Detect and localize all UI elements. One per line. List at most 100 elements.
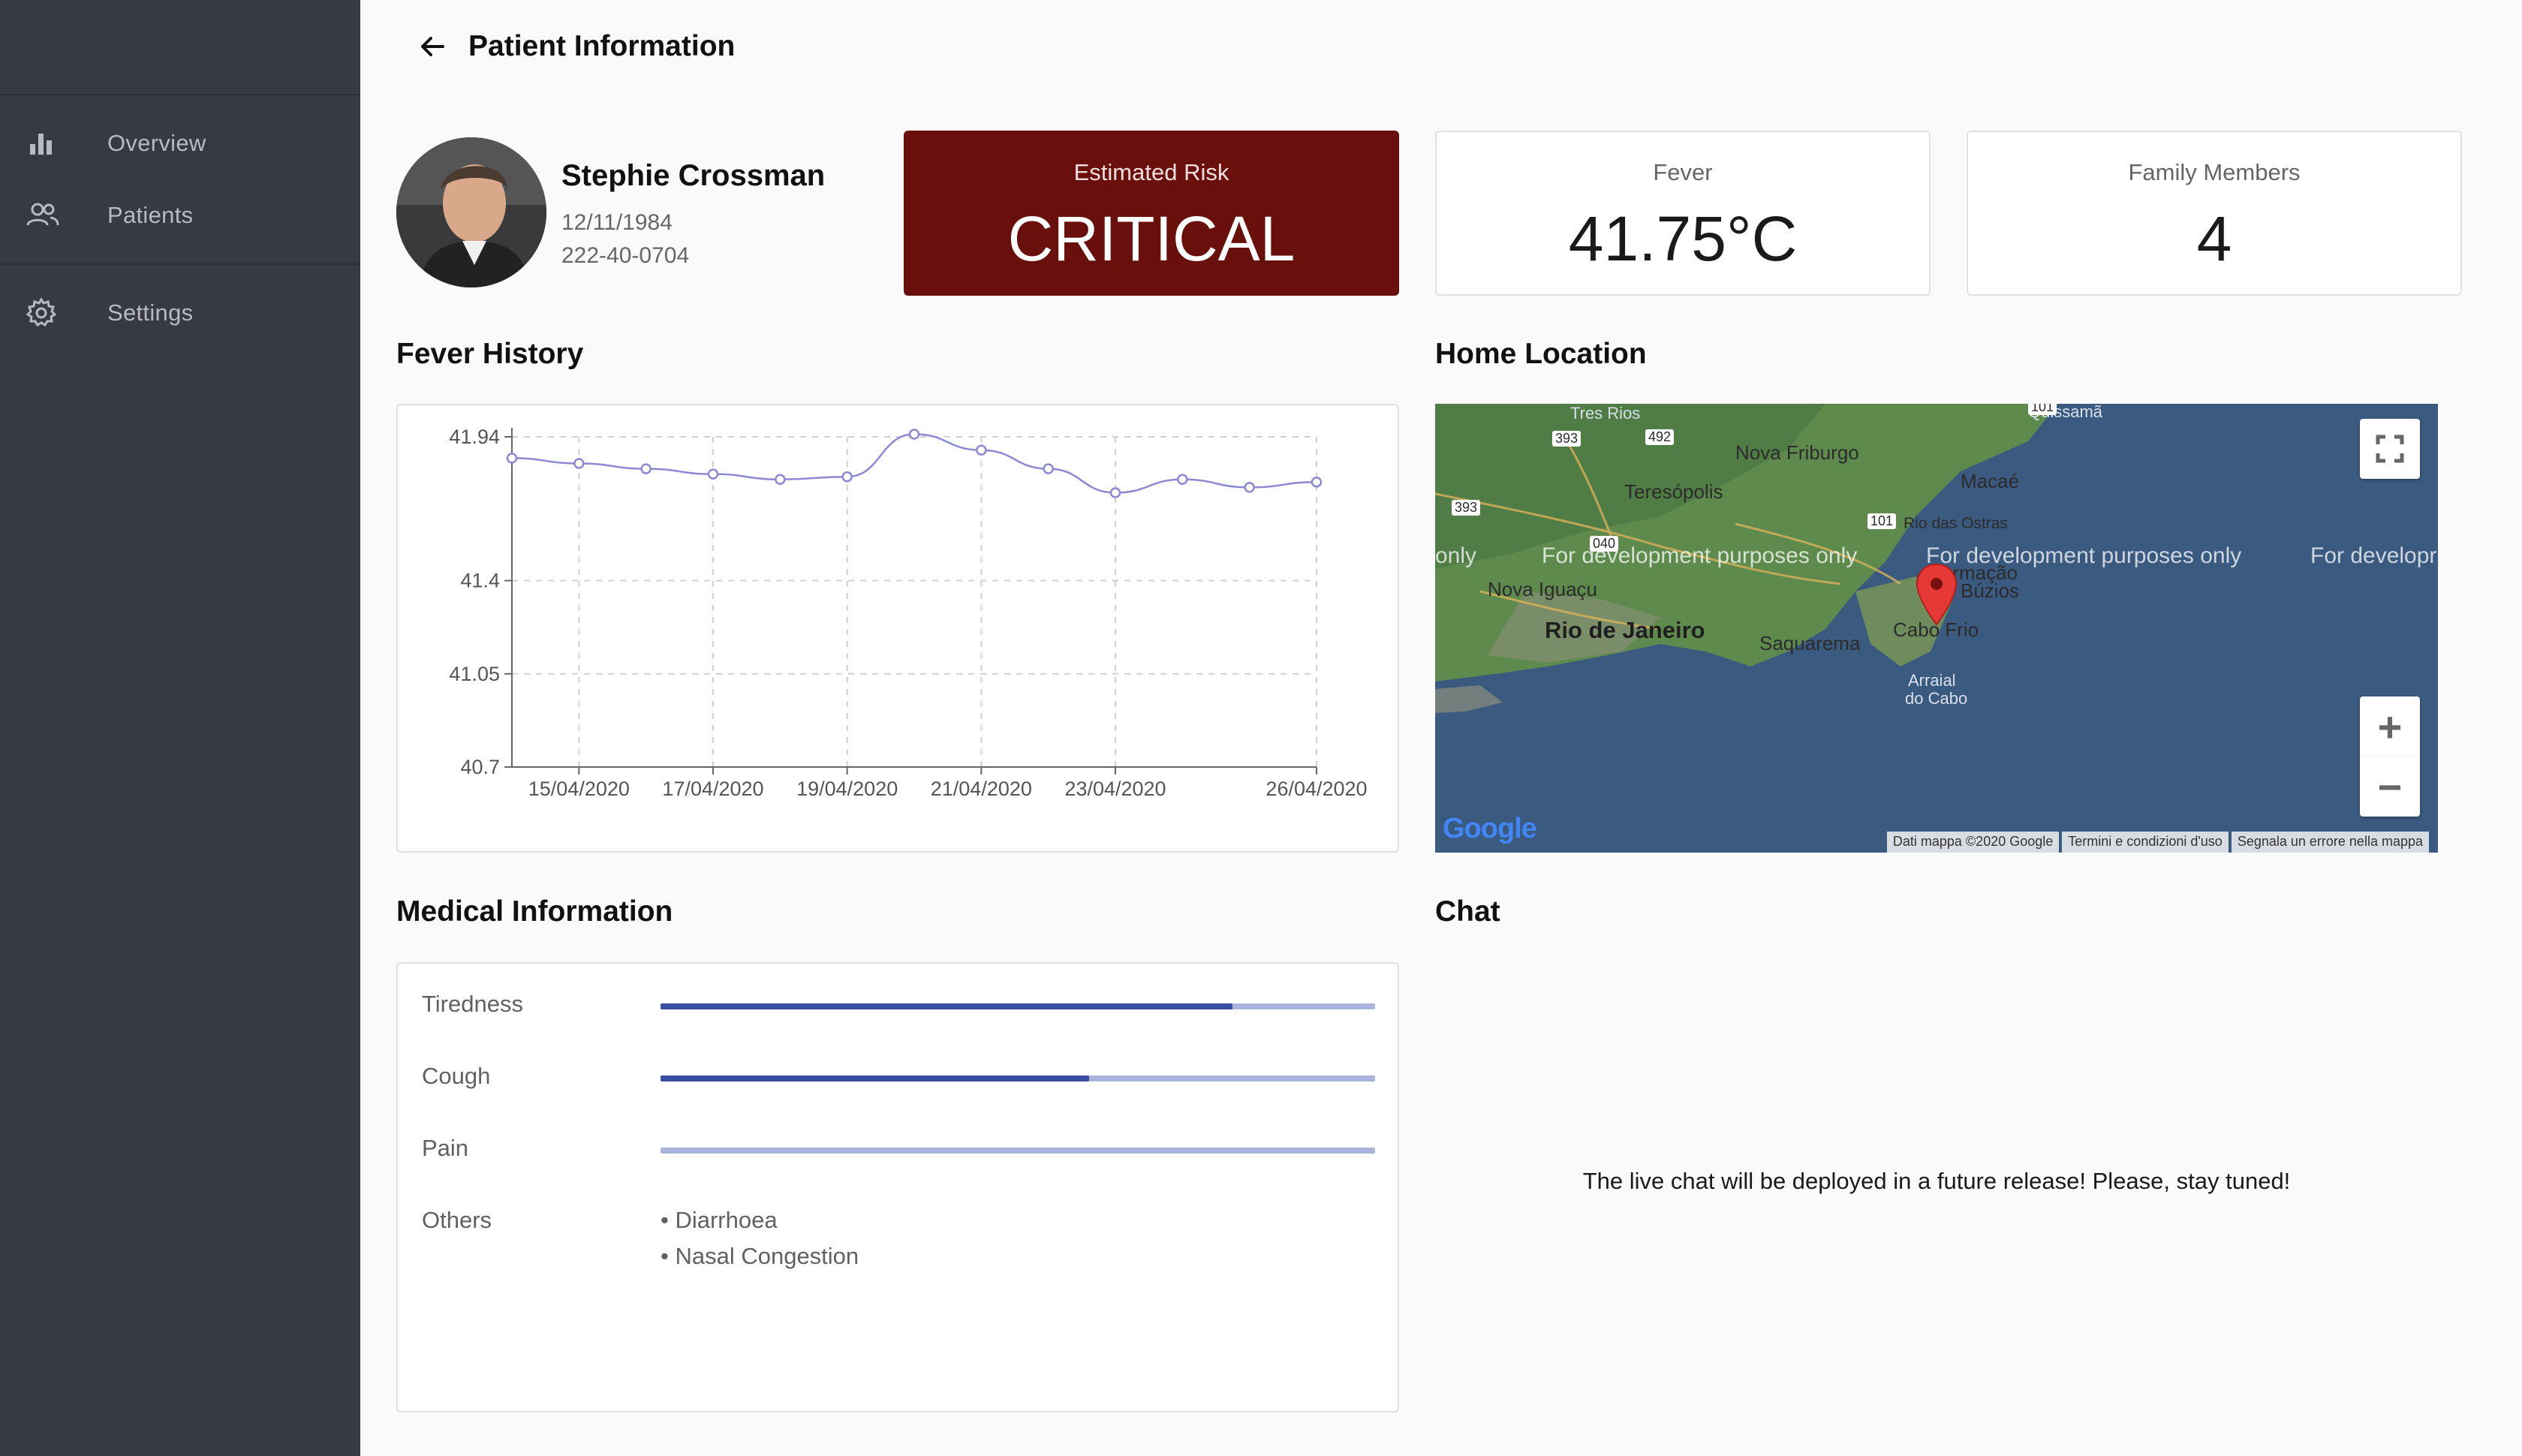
zoom-in-button[interactable]: + [2360,696,2420,757]
dev-watermark: For development purposes only [1926,543,2242,568]
map-label: Nova Friburgo [1735,441,1859,464]
pain-bar [661,1148,1375,1154]
chart-x-tick-label: 17/04/2020 [662,778,763,800]
dev-watermark: For developr [2310,543,2437,568]
fever-card: Fever 41.75°C [1435,131,1931,296]
sidebar-header [0,0,360,95]
chart-data-point [1177,474,1188,486]
chart-x-tick-label: 21/04/2020 [931,778,1032,800]
chart-data-point [506,453,518,464]
map-label: Arraial [1908,671,1956,690]
road-shield: 393 [1552,431,1582,447]
chart-data-point [1109,487,1121,498]
tiredness-bar-fill [661,1003,1232,1009]
road-shield: 040 [1590,536,1619,552]
risk-label: Estimated Risk [1073,159,1229,185]
attribution-data: Dati mappa ©2020 Google [1886,832,2060,853]
map-label: Rio das Ostras [1904,515,2008,532]
chart-data-point [707,468,719,480]
family-card: Family Members 4 [1967,131,2462,296]
chart-y-tick-label: 41.94 [449,426,500,448]
sidebar-item-overview[interactable]: Overview [0,111,360,176]
chart-x-tick-label: 15/04/2020 [528,778,630,800]
fever-label: Fever [1653,159,1713,185]
map[interactable]: Tres Rios Quissamã Nova Friburgo Teresóp… [1435,404,2438,853]
road-shield: 101 [1867,513,1897,529]
chart-data-point [1244,482,1255,493]
fever-chart-card: 41.94 41.4 41.05 40.7 15/04/2020 17/04/2020 19… [396,404,1399,853]
road-shield: 101 [2028,404,2057,415]
chart-data-point [841,471,853,483]
chart-x-tick-label: 26/04/2020 [1266,778,1367,800]
road-shield: 492 [1645,429,1675,445]
chart-data-point [1311,477,1323,488]
map-label: Macaé [1961,470,2020,492]
others-label: Others [422,1207,492,1233]
attribution-report-link[interactable]: Segnala un errore nella mappa [2231,832,2429,853]
fullscreen-button[interactable] [2360,419,2420,479]
fever-value: 41.75°C [1568,203,1798,274]
chart-data-point [976,444,987,456]
chat-title: Chat [1435,895,1500,928]
chart-data-point [1043,463,1054,474]
back-button[interactable] [411,27,453,69]
symptom-label-cough: Cough [422,1063,491,1089]
other-symptom-item: • Nasal Congestion [661,1243,859,1269]
risk-value: CRITICAL [1007,203,1296,274]
home-location-title: Home Location [1435,338,1647,370]
tiredness-bar [661,1003,1375,1009]
zoom-out-button[interactable]: − [2360,757,2420,817]
patient-phone: 222-40-0704 [561,243,690,268]
symptom-label-tiredness: Tiredness [422,991,523,1017]
map-tiles [1435,404,2438,853]
family-value: 4 [2196,203,2232,274]
risk-card: Estimated Risk CRITICAL [904,131,1399,296]
chart-data-point [908,429,920,440]
sidebar-item-settings[interactable]: Settings [0,281,360,345]
chart-x-tick-label: 23/04/2020 [1064,778,1166,800]
map-label: Teresópolis [1624,480,1723,503]
dev-watermark: For development purposes only [1542,543,1858,568]
cough-bar [661,1075,1375,1081]
google-logo-text: Google [1443,813,1537,844]
avatar [396,137,546,287]
sidebar-item-label: Settings [107,299,194,326]
chart-y-tick-label: 41.05 [449,663,500,685]
fullscreen-icon [2375,425,2405,474]
medical-info-title: Medical Information [396,895,673,928]
fever-chart: 41.94 41.4 41.05 40.7 15/04/2020 17/04/2020 19… [449,426,1367,800]
chart-data-point [775,474,786,486]
road-shield: 393 [1452,500,1481,516]
chart-data-point [573,458,585,469]
map-label: Tres Rios [1570,404,1641,423]
map-pin-icon[interactable] [1916,563,1958,630]
fever-history-title: Fever History [396,338,584,370]
arrow-left-icon [417,32,447,65]
map-label: do Cabo [1905,689,1968,708]
sidebar-divider [0,263,360,265]
attribution-terms-link[interactable]: Termini e condizioni d'uso [2062,832,2229,853]
people-icon [26,200,59,231]
chat-placeholder-message: The live chat will be deployed in a futu… [1582,1168,2291,1194]
sidebar: Overview Patients Settings [0,0,360,1456]
chart-y-tick-label: 40.7 [460,756,500,778]
cough-bar-fill [661,1075,1090,1081]
sidebar-item-label: Patients [107,202,194,228]
gear-icon [26,297,57,329]
sidebar-item-patients[interactable]: Patients [0,183,360,248]
medical-info-card: Tiredness Cough Pain Others • Diarrhoea … [396,962,1399,1412]
map-label: Nova Iguaçu [1488,578,1597,600]
patient-name: Stephie Crossman [561,159,826,192]
map-label: Saquarema [1759,632,1861,654]
sidebar-item-label: Overview [107,130,206,156]
other-symptom-item: • Diarrhoea [661,1207,778,1233]
symptom-label-pain: Pain [422,1135,469,1161]
map-attribution: Dati mappa ©2020 Google Termini e condiz… [1886,832,2429,853]
chart-data-point [640,463,652,474]
map-label: Búzios [1961,579,2020,602]
page-title: Patient Information [468,30,736,62]
chart-y-tick-label: 41.4 [460,570,500,592]
patient-dob: 12/11/1984 [561,210,673,235]
family-label: Family Members [2128,159,2301,185]
bar-chart-icon [26,128,57,159]
